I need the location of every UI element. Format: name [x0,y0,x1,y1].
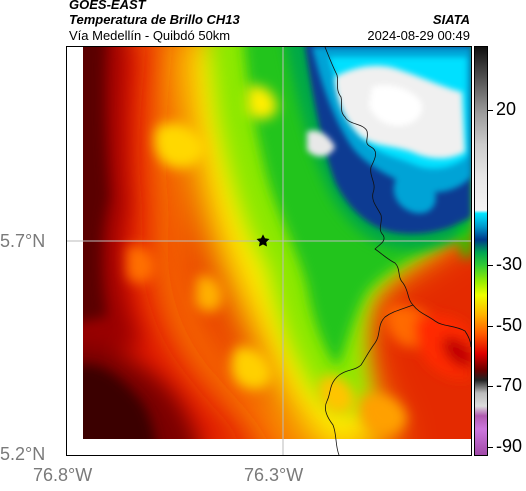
department-boundary-south [325,304,414,455]
colorbar-label: -70 [496,375,523,395]
colorbar-tick [487,386,493,387]
colorbar-label: -50 [496,315,523,335]
colorbar-tick [487,447,493,448]
longitude-tick-label: 76.3°W [244,465,304,485]
location-star-icon [256,234,270,247]
colorbar-label: -90 [496,436,523,456]
colorbar-gradient [475,47,487,455]
region-subtitle: Vía Medellín - Quibdó 50km [69,28,231,43]
satellite-source-label: GOES-EAST [69,0,146,12]
organization-label: SIATA [432,12,470,27]
colorbar-tick [487,110,493,111]
timestamp-label: 2024-08-29 00:49 [367,28,470,43]
latitude-tick-label: 5.2°N [0,444,46,464]
colorbar-tick [487,326,493,327]
colorbar-label: 20 [496,99,517,119]
product-title: Temperatura de Brillo CH13 [69,12,240,27]
colorbar [474,46,488,456]
brightness-temperature-map [67,47,471,455]
colorbar-label: -30 [496,254,523,274]
latitude-tick-label: 5.7°N [0,231,46,251]
colorbar-tick [487,265,493,266]
satellite-map-panel [66,46,472,456]
department-boundary-north [324,47,471,348]
longitude-tick-label: 76.8°W [33,465,93,485]
temperature-field [83,47,471,439]
